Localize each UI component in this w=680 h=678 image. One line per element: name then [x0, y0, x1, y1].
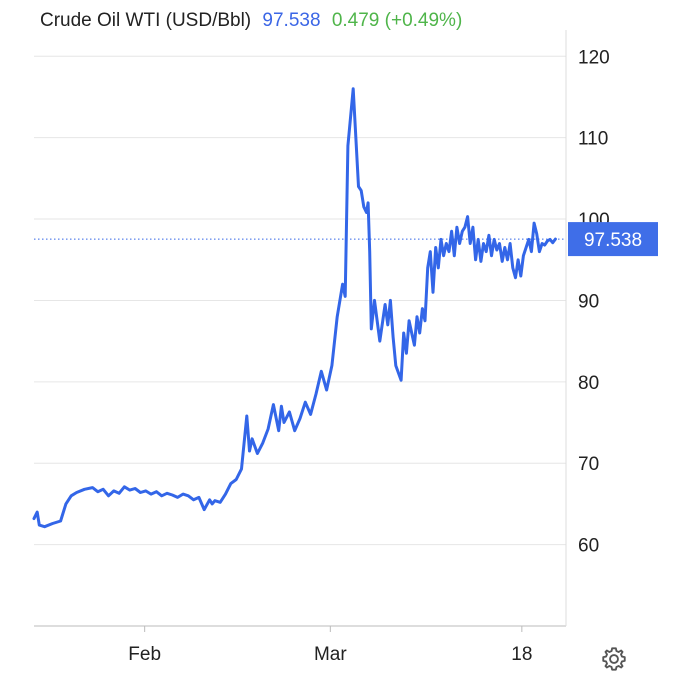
last-price-badge — [568, 222, 658, 257]
last-price-badge-label: 97.538 — [584, 230, 642, 251]
y-tick-label: 110 — [578, 129, 608, 150]
current-price: 97.538 — [262, 10, 321, 31]
x-tick-label: Mar — [314, 644, 347, 665]
price-change: 0.479 (+0.49%) — [331, 10, 463, 31]
y-tick-label: 60 — [578, 536, 599, 557]
x-tick-label: Feb — [128, 644, 161, 665]
y-tick-label: 80 — [578, 373, 599, 394]
price-series-line — [32, 87, 557, 529]
y-tick-label: 120 — [578, 47, 610, 68]
y-tick-label: 70 — [578, 454, 599, 475]
chart-header: Crude Oil WTI (USD/Bbl) 97.538 0.479 (+0… — [40, 10, 468, 32]
gear-icon[interactable] — [600, 645, 628, 673]
x-tick-label: 18 — [511, 644, 532, 665]
y-tick-label: 90 — [578, 291, 599, 312]
instrument-title: Crude Oil WTI (USD/Bbl) — [40, 10, 252, 31]
